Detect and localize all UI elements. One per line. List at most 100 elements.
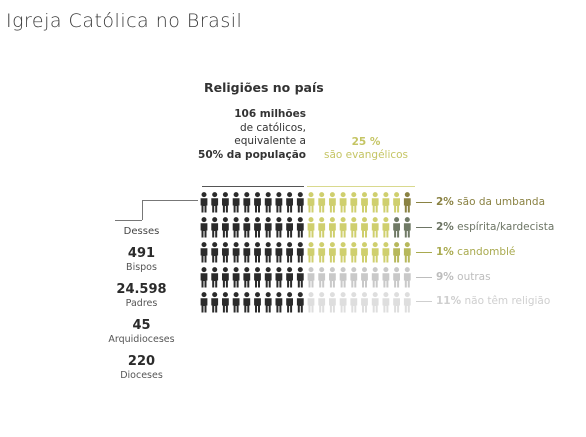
person-icon — [393, 267, 400, 288]
stat-value: 491 — [127, 246, 156, 261]
person-icon — [318, 192, 326, 213]
person-icon — [350, 267, 358, 288]
evangelicals-label: são evangélicos — [323, 149, 409, 161]
person-icon — [371, 242, 379, 263]
person-icon — [307, 292, 315, 313]
person-icon — [307, 267, 315, 288]
person-icon — [329, 267, 336, 288]
person-icon — [296, 217, 304, 238]
catholics-line2: de católicos, — [239, 121, 306, 134]
person-icon — [200, 217, 208, 238]
person-icon — [361, 267, 368, 288]
person-icon — [296, 292, 304, 313]
person-icon — [243, 217, 251, 238]
catholics-line3: equivalente a — [234, 135, 306, 147]
person-icon — [211, 292, 219, 313]
person-icon — [211, 192, 219, 213]
person-icon — [286, 242, 293, 263]
person-icon — [307, 217, 315, 238]
stat-dioceses: 220 Dioceses — [104, 354, 179, 382]
person-icon — [318, 267, 326, 288]
legend-pct: 2% — [436, 221, 454, 233]
person-icon — [222, 267, 229, 288]
person-icon — [243, 292, 251, 313]
person-icon — [232, 192, 240, 213]
person-icon — [361, 217, 368, 238]
person-icon — [296, 192, 304, 213]
person-icon — [254, 267, 261, 288]
person-icon — [211, 242, 219, 263]
stat-bishops: 491 Bispos — [104, 246, 179, 274]
person-icon — [222, 242, 229, 263]
page-title: Igreja Católica no Brasil — [6, 10, 243, 32]
person-icon — [211, 267, 219, 288]
person-icon — [382, 192, 390, 213]
legend-pct: 11% — [436, 295, 462, 307]
person-icon — [350, 242, 358, 263]
person-icon — [403, 217, 411, 238]
person-icon — [329, 292, 336, 313]
person-icon — [254, 192, 261, 213]
legend-pct: 9% — [436, 271, 454, 283]
person-icon — [361, 192, 368, 213]
legend-tick — [416, 252, 432, 253]
evangelicals-pct: 25 % — [351, 136, 381, 148]
person-icon — [275, 267, 283, 288]
person-icon — [393, 217, 400, 238]
person-icon — [264, 242, 272, 263]
stats-bracket-line — [115, 220, 142, 221]
legend-tick — [416, 277, 432, 278]
person-icon — [382, 292, 390, 313]
person-icon — [382, 242, 390, 263]
person-icon — [243, 192, 251, 213]
person-icon — [361, 292, 368, 313]
person-icon — [339, 292, 347, 313]
stat-label: Arquidioceses — [108, 334, 175, 345]
stat-label: Padres — [125, 298, 158, 309]
person-icon — [339, 242, 347, 263]
person-icon — [361, 242, 368, 263]
person-icon — [264, 267, 272, 288]
stat-label: Dioceses — [120, 370, 163, 381]
person-icon — [275, 217, 283, 238]
person-icon — [296, 242, 304, 263]
person-icon — [243, 267, 251, 288]
stat-priests: 24.598 Padres — [104, 282, 179, 310]
legend-tick — [416, 202, 432, 203]
person-icon — [371, 292, 379, 313]
stat-archdioceses: 45 Arquidioceses — [104, 318, 179, 346]
person-icon — [350, 217, 358, 238]
person-icon — [339, 267, 347, 288]
catholics-note: 106 milhões de católicos, equivalente a … — [188, 108, 306, 162]
catholics-count: 106 milhões — [234, 108, 306, 120]
person-icon — [254, 242, 261, 263]
evangelicals-note: 25 % são evangélicos — [318, 136, 414, 162]
evangelicals-divider — [307, 186, 415, 187]
stats-header: Desses — [123, 226, 160, 237]
legend-label: não têm religião — [461, 295, 551, 307]
person-icon — [371, 267, 379, 288]
catholics-share: 50% da população — [198, 148, 306, 161]
person-icon — [382, 267, 390, 288]
person-icon — [393, 242, 400, 263]
person-icon — [275, 292, 283, 313]
legend-label: espírita/kardecista — [453, 221, 555, 233]
person-icon — [350, 292, 358, 313]
person-icon — [200, 292, 208, 313]
person-icon — [318, 292, 326, 313]
person-icon — [403, 292, 411, 313]
catholics-divider — [202, 186, 304, 187]
legend-tick — [416, 227, 432, 228]
person-icon — [307, 242, 315, 263]
person-icon — [200, 242, 208, 263]
person-icon — [200, 192, 208, 213]
person-icon — [286, 192, 293, 213]
person-icon — [232, 292, 240, 313]
person-icon — [318, 242, 326, 263]
person-icon — [371, 192, 379, 213]
person-icon — [329, 192, 336, 213]
person-icon — [329, 242, 336, 263]
legend-label: candomblé — [453, 246, 516, 258]
stat-value: 45 — [132, 318, 151, 333]
legend-text: 1% candomblé — [436, 246, 515, 258]
